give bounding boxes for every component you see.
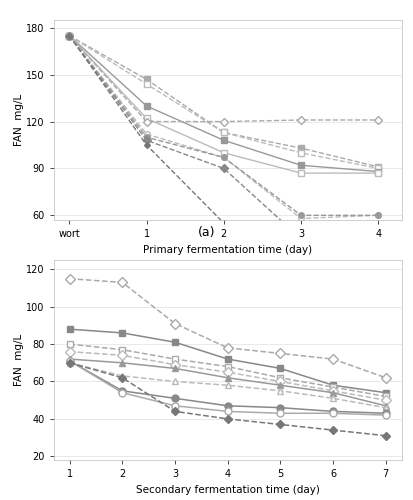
X-axis label: Secondary fermentation time (day): Secondary fermentation time (day) [135,484,319,494]
Y-axis label: FAN  mg/L: FAN mg/L [14,94,24,146]
Text: (a): (a) [198,226,215,239]
X-axis label: Primary fermentation time (day): Primary fermentation time (day) [143,244,311,254]
Y-axis label: FAN  mg/L: FAN mg/L [14,334,24,386]
